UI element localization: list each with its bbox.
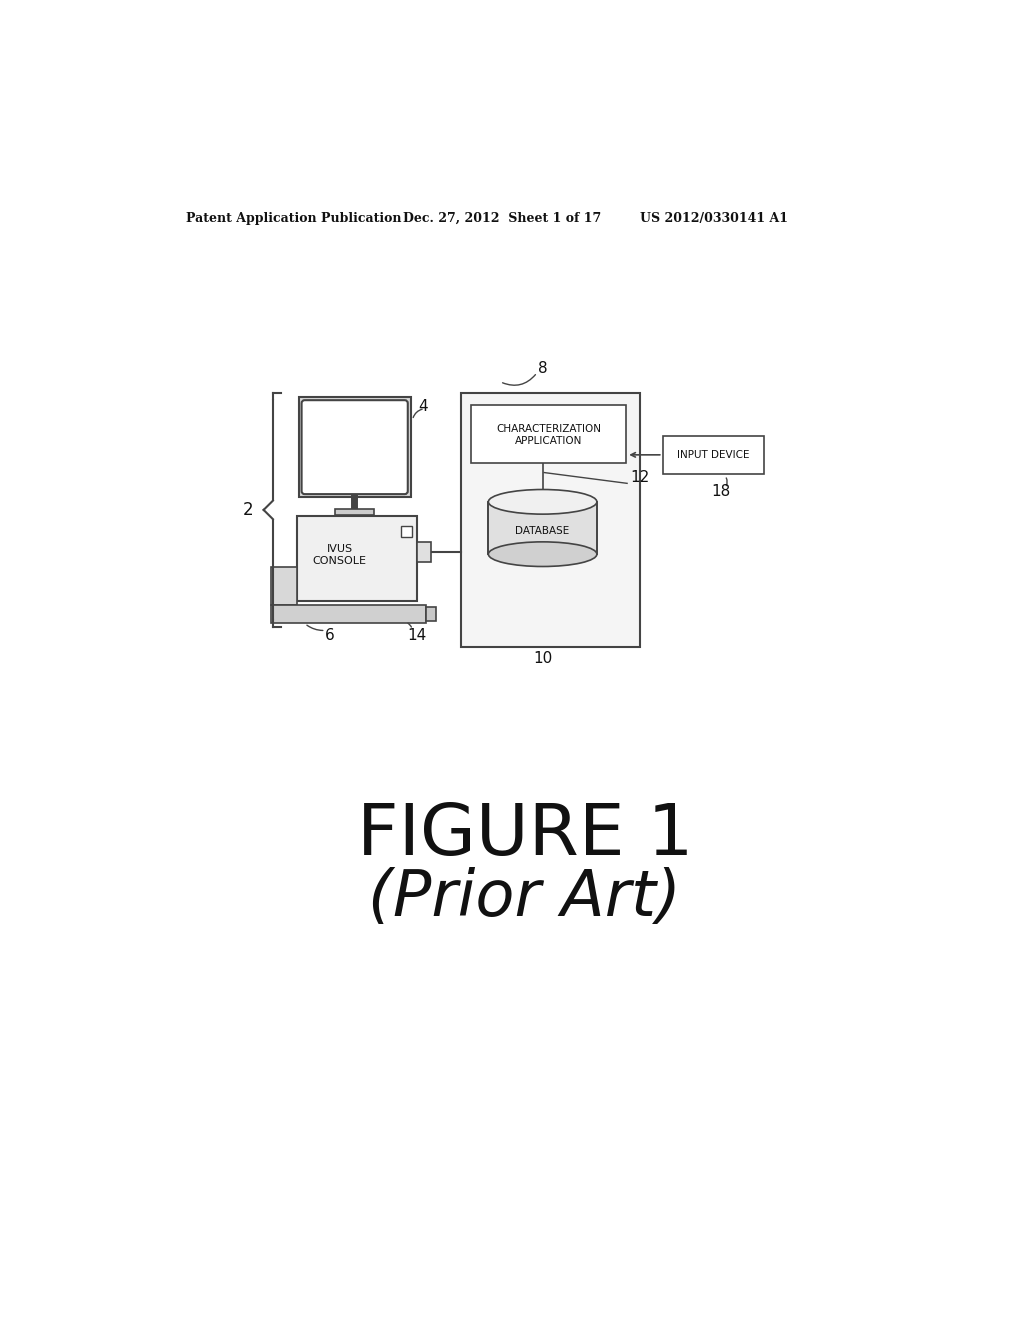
- Text: CHARACTERIZATION
APPLICATION: CHARACTERIZATION APPLICATION: [497, 425, 601, 446]
- Bar: [271, 605, 426, 623]
- Bar: [335, 508, 374, 515]
- Text: INPUT DEVICE: INPUT DEVICE: [677, 450, 750, 459]
- Bar: [426, 607, 435, 622]
- Bar: [299, 397, 411, 498]
- Text: 2: 2: [243, 500, 253, 519]
- Text: 8: 8: [538, 362, 548, 376]
- Bar: [663, 436, 764, 474]
- Text: 6: 6: [325, 628, 335, 643]
- Text: FIGURE 1: FIGURE 1: [356, 801, 693, 870]
- Bar: [400, 527, 412, 537]
- FancyBboxPatch shape: [302, 400, 408, 494]
- Bar: [471, 405, 627, 462]
- Bar: [488, 502, 597, 554]
- Text: DATABASE: DATABASE: [515, 527, 569, 536]
- Text: 14: 14: [408, 628, 427, 643]
- Text: US 2012/0330141 A1: US 2012/0330141 A1: [640, 213, 787, 224]
- Bar: [297, 516, 417, 601]
- Text: Patent Application Publication: Patent Application Publication: [186, 213, 401, 224]
- Bar: [417, 543, 431, 562]
- Bar: [461, 393, 640, 647]
- Text: IVUS
CONSOLE: IVUS CONSOLE: [312, 544, 367, 566]
- Bar: [271, 566, 297, 605]
- Ellipse shape: [488, 541, 597, 566]
- Text: (Prior Art): (Prior Art): [369, 867, 681, 928]
- Text: 10: 10: [534, 651, 552, 667]
- Text: Dec. 27, 2012  Sheet 1 of 17: Dec. 27, 2012 Sheet 1 of 17: [403, 213, 601, 224]
- Text: 4: 4: [419, 399, 428, 414]
- Ellipse shape: [488, 490, 597, 515]
- Text: 12: 12: [630, 470, 649, 486]
- Text: 18: 18: [712, 483, 730, 499]
